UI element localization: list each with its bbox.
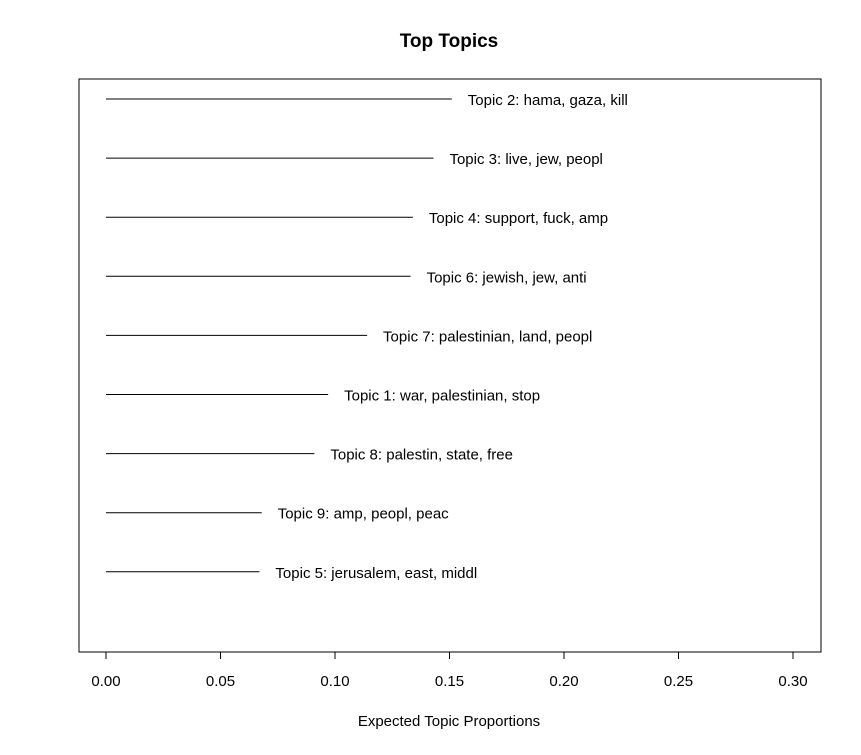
x-tick-label: 0.10	[320, 673, 349, 690]
x-axis: 0.00 0.05 0.10 0.15 0.20 0.25 0.30	[91, 651, 808, 690]
topic-labels: Topic 2: hama, gaza, kill Topic 3: live, …	[275, 92, 627, 582]
topic-label: Topic 1: war, palestinian, stop	[344, 388, 540, 405]
x-tick-label: 0.30	[778, 673, 807, 690]
topic-label: Topic 7: palestinian, land, peopl	[383, 328, 592, 345]
x-tick-label: 0.25	[664, 673, 693, 690]
topic-label: Topic 5: jerusalem, east, middl	[275, 565, 477, 582]
x-tick-label: 0.15	[435, 673, 464, 690]
topic-lines	[106, 98, 452, 573]
chart-title: Top Topics	[400, 31, 499, 52]
topic-label: Topic 4: support, fuck, amp	[429, 210, 608, 227]
x-tick-label: 0.05	[206, 673, 235, 690]
topic-label: Topic 8: palestin, state, free	[330, 447, 513, 464]
topic-label: Topic 6: jewish, jew, anti	[427, 269, 587, 286]
topic-label: Topic 3: live, jew, peopl	[449, 151, 602, 168]
topic-label: Topic 2: hama, gaza, kill	[468, 92, 628, 109]
topic-label: Topic 9: amp, peopl, peac	[278, 506, 449, 523]
x-axis-label: Expected Topic Proportions	[358, 713, 540, 730]
x-tick-label: 0.00	[91, 673, 120, 690]
x-tick-label: 0.20	[549, 673, 578, 690]
